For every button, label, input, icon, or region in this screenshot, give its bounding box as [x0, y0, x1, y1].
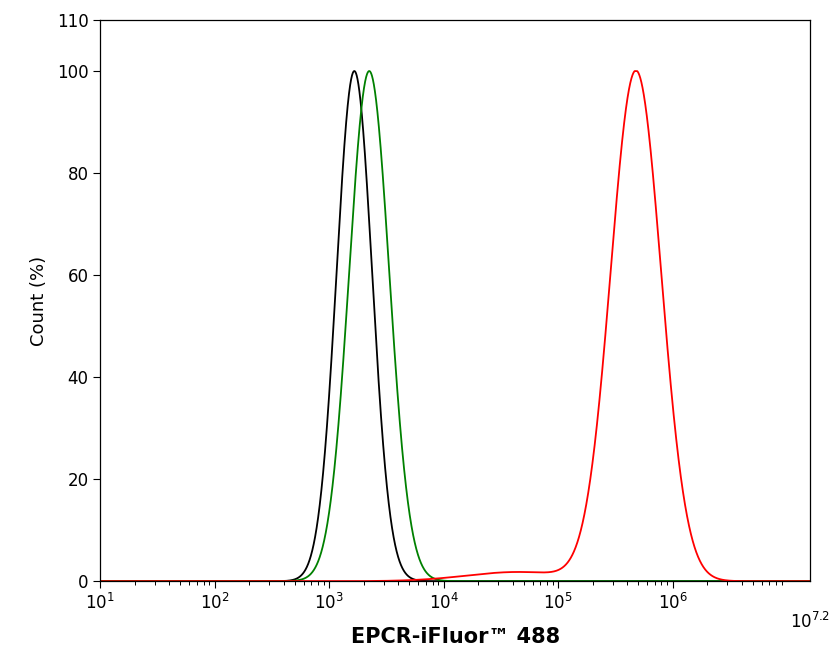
X-axis label: EPCR-iFluor™ 488: EPCR-iFluor™ 488: [351, 627, 559, 647]
Y-axis label: Count (%): Count (%): [30, 256, 48, 345]
Text: $10^{7.2}$: $10^{7.2}$: [790, 612, 830, 632]
